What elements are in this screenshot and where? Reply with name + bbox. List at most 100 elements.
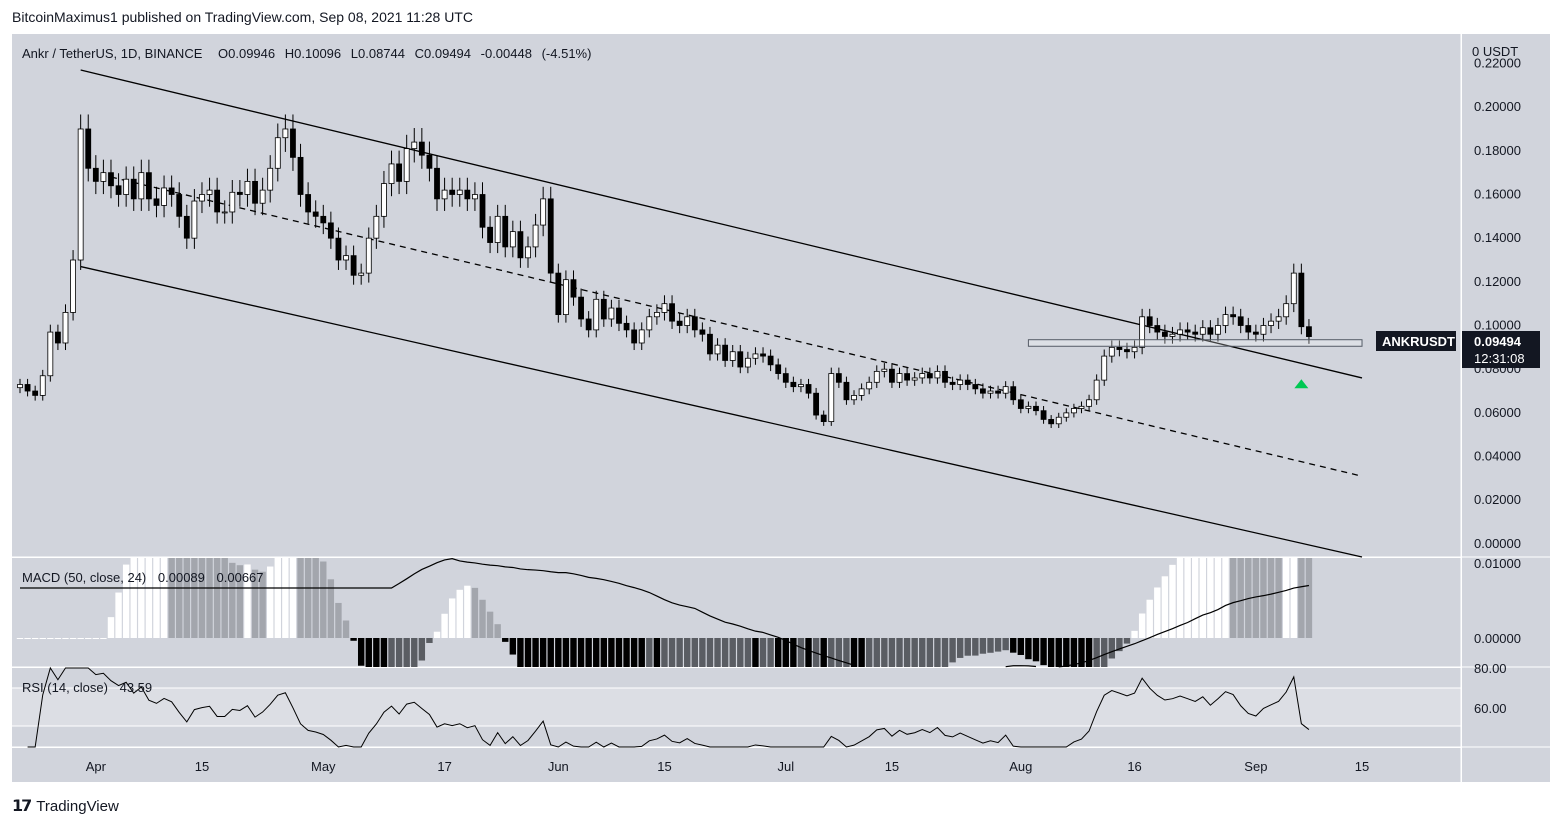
macd-histogram-bar bbox=[1305, 558, 1313, 638]
macd-histogram-bar bbox=[873, 638, 880, 667]
candle-body bbox=[593, 298, 600, 331]
last-price-ticker: ANKRUSDT bbox=[1382, 334, 1455, 349]
macd-histogram-bar bbox=[775, 638, 782, 667]
candle-body bbox=[1252, 331, 1259, 335]
candle-body bbox=[1078, 405, 1085, 409]
candle-body bbox=[881, 368, 888, 372]
macd-histogram-bar bbox=[1070, 638, 1078, 667]
candle-body bbox=[563, 279, 569, 316]
last-price-ticker-box bbox=[1376, 331, 1456, 351]
macd-histogram-bar bbox=[555, 638, 562, 667]
price-axis[interactable]: 0.22000 0.20000 0.18000 0.16000 0.14000 0.120… bbox=[1474, 55, 1521, 550]
macd-histogram-bar bbox=[858, 638, 865, 667]
price-axis-tick: 0.06000 bbox=[1474, 405, 1521, 420]
candle-body bbox=[115, 185, 122, 195]
macd-histogram-bar bbox=[896, 638, 903, 667]
candle-body bbox=[259, 189, 266, 204]
candle-body bbox=[942, 370, 948, 383]
macd-histogram-bar bbox=[979, 638, 987, 654]
candle-body bbox=[305, 194, 312, 213]
candle-body bbox=[494, 215, 501, 243]
candle-body bbox=[904, 373, 910, 381]
channel-midline bbox=[110, 176, 1363, 477]
macd-histogram-bar bbox=[1101, 638, 1108, 667]
candle-body bbox=[1048, 419, 1055, 425]
candle-body bbox=[274, 137, 281, 169]
candle-body bbox=[1146, 316, 1153, 326]
macd-histogram-bar bbox=[668, 638, 676, 667]
candle-body bbox=[1055, 416, 1062, 425]
candle-body bbox=[684, 316, 691, 326]
macd-histogram-bar bbox=[1010, 638, 1017, 653]
candle-body bbox=[866, 381, 873, 390]
macd-axis-tick-zero: 0.00000 bbox=[1474, 631, 1521, 646]
candle-body bbox=[472, 194, 478, 200]
price-axis-tick: 0.18000 bbox=[1474, 143, 1521, 158]
candle-body bbox=[858, 388, 865, 396]
candle-body bbox=[464, 189, 471, 200]
candle-body bbox=[691, 316, 698, 331]
macd-histogram-bar bbox=[509, 638, 517, 655]
macd-histogram-bar bbox=[767, 638, 774, 667]
candle-body bbox=[244, 180, 251, 195]
candle-body bbox=[1245, 325, 1252, 333]
candle-body bbox=[737, 351, 744, 368]
macd-histogram-bar bbox=[919, 638, 926, 667]
candle-body bbox=[282, 128, 289, 139]
macd-histogram-bar bbox=[1116, 638, 1123, 652]
candle-body bbox=[381, 183, 387, 217]
rsi-indicator bbox=[27, 666, 1310, 748]
macd-histogram-bar bbox=[1093, 638, 1100, 667]
candle-body bbox=[206, 189, 213, 195]
macd-histogram-bar bbox=[934, 638, 941, 667]
candle-body bbox=[578, 296, 584, 320]
candle-body bbox=[1199, 327, 1206, 335]
candle-body bbox=[1070, 408, 1077, 414]
candle-body bbox=[1306, 326, 1312, 337]
macd-histogram-bar bbox=[1032, 638, 1040, 662]
macd-histogram-bar bbox=[183, 558, 191, 638]
macd-indicator bbox=[16, 558, 1313, 668]
time-axis-tick: 15 bbox=[1355, 759, 1369, 774]
footer-brand: TradingView bbox=[36, 797, 119, 815]
candle-body bbox=[138, 172, 145, 200]
candle-body bbox=[980, 388, 986, 394]
time-axis-tick: Jun bbox=[548, 759, 569, 774]
macd-histogram-bar bbox=[259, 571, 266, 638]
price-axis-background bbox=[1462, 34, 1550, 782]
macd-histogram-bar bbox=[1146, 599, 1153, 638]
macd-histogram-bar bbox=[1047, 638, 1055, 667]
macd-histogram-bar bbox=[160, 558, 168, 638]
candle-body bbox=[47, 331, 54, 377]
macd-histogram-bar bbox=[1260, 558, 1267, 638]
macd-histogram-bar bbox=[790, 638, 797, 667]
candle-body bbox=[676, 320, 683, 326]
candle-body bbox=[889, 368, 895, 383]
candle-body bbox=[820, 414, 827, 423]
macd-histogram-bar bbox=[684, 638, 691, 667]
candle-body bbox=[608, 307, 615, 320]
macd-histogram-bar bbox=[903, 638, 911, 667]
candle-body bbox=[760, 353, 766, 357]
time-axis-tick: Sep bbox=[1244, 759, 1267, 774]
candle-body bbox=[297, 156, 304, 195]
last-price-label: ANKRUSDT 0.09494 12:31:08 bbox=[1376, 331, 1540, 368]
candle-body bbox=[1237, 316, 1244, 326]
macd-histogram-bar bbox=[168, 558, 175, 638]
candle-body bbox=[1131, 346, 1138, 353]
candle-body bbox=[828, 373, 835, 423]
macd-histogram-bar bbox=[524, 638, 532, 667]
macd-histogram-bar bbox=[593, 638, 600, 667]
time-axis[interactable]: Apr 15 May 17 Jun 15 Jul 15 Aug 16 Sep 15 bbox=[86, 759, 1370, 774]
candle-body bbox=[145, 172, 152, 200]
rsi-axis-tick-80: 80.00 bbox=[1474, 661, 1507, 676]
macd-histogram-bar bbox=[1169, 564, 1176, 638]
macd-histogram-bar bbox=[1176, 558, 1184, 638]
candle-body bbox=[547, 198, 554, 274]
candle-body bbox=[1275, 316, 1282, 322]
candle-body bbox=[509, 231, 516, 248]
candle-body bbox=[1177, 329, 1183, 335]
candle-body bbox=[32, 390, 39, 396]
candle-body bbox=[1161, 331, 1168, 337]
